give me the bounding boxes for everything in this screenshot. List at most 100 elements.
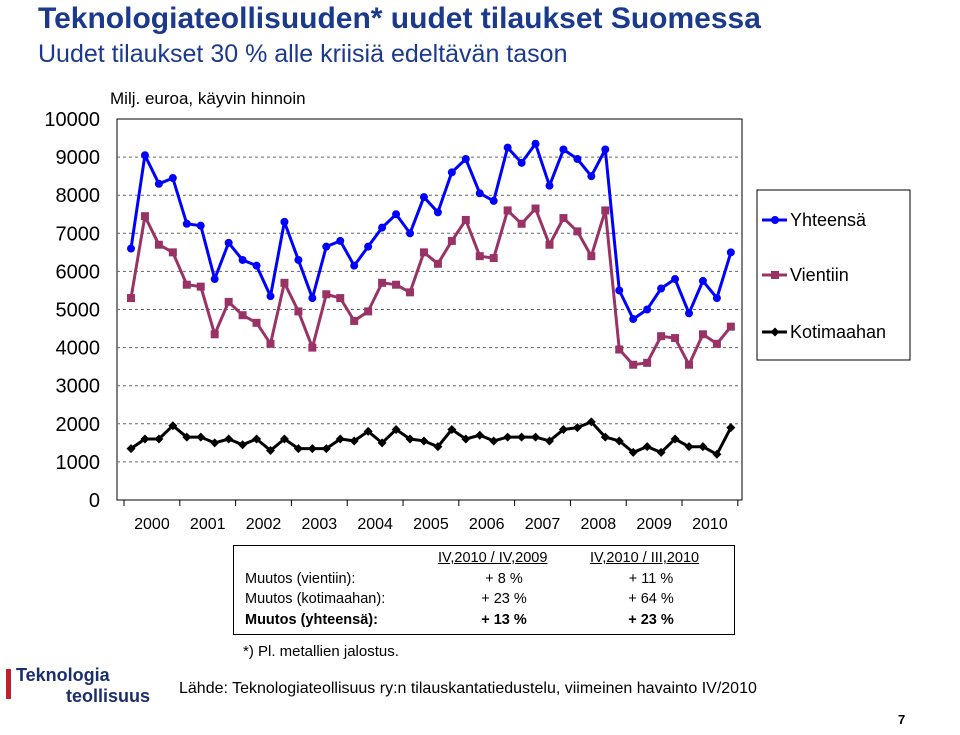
data-point [392, 280, 401, 289]
data-point [350, 261, 359, 270]
legend-label: Kotimaahan [790, 322, 886, 342]
data-point [224, 434, 234, 444]
row-value-vientiin-c1: + 8 % [485, 571, 523, 587]
data-point [698, 276, 707, 285]
data-point [461, 215, 470, 224]
data-point [503, 432, 513, 442]
source-note: Lähde: Teknologiateollisuus ry:n tilausk… [179, 680, 757, 697]
data-point [433, 208, 442, 217]
data-point [475, 430, 485, 440]
y-tick-label: 8000 [56, 185, 101, 207]
data-point [489, 254, 498, 263]
x-tick-label: 2007 [525, 516, 561, 533]
data-point [671, 334, 680, 343]
y-tick-label: 6000 [56, 261, 101, 283]
data-point [545, 436, 554, 446]
data-point [126, 444, 136, 454]
data-point [586, 417, 596, 427]
row-value-vientiin-c2: + 11 % [628, 571, 674, 587]
data-point [657, 284, 666, 293]
data-point [558, 425, 568, 435]
data-point [698, 330, 707, 339]
legend-item-kotimaahan: Kotimaahan [762, 322, 886, 342]
data-point [364, 242, 373, 251]
data-point [475, 252, 484, 261]
data-point [447, 425, 457, 435]
data-point [573, 155, 582, 164]
data-point [419, 248, 428, 257]
x-tick-label: 2003 [302, 516, 338, 533]
data-point [572, 423, 582, 433]
data-point [601, 206, 610, 215]
unit-label: Milj. euroa, käyvin hinnoin [110, 89, 306, 108]
data-point [461, 434, 471, 444]
data-point [712, 339, 721, 348]
data-point [712, 449, 722, 459]
data-point [657, 332, 666, 341]
data-point [685, 360, 693, 369]
data-point [489, 196, 498, 205]
data-point [378, 278, 387, 287]
data-point [336, 236, 345, 245]
data-point [489, 436, 499, 446]
data-point [614, 436, 624, 446]
data-point [517, 219, 526, 228]
data-point [684, 442, 694, 452]
data-point [252, 318, 261, 327]
data-point [140, 212, 149, 221]
data-point [670, 434, 680, 444]
data-point [615, 286, 624, 295]
legend-item-yhteensä: Yhteensä [762, 210, 867, 230]
data-point [127, 294, 135, 303]
footnote: *) Pl. metallien jalostus. [243, 643, 399, 660]
data-point [517, 158, 526, 167]
data-point [279, 434, 289, 444]
data-point [196, 221, 205, 230]
data-point [643, 305, 652, 314]
legend-marker [770, 327, 780, 337]
legend-marker [771, 271, 779, 279]
data-point [392, 210, 401, 219]
data-point [503, 206, 512, 215]
data-point [545, 240, 554, 249]
data-point [377, 438, 387, 448]
legend-marker [771, 216, 779, 224]
data-point [406, 288, 414, 297]
x-tick-label: 2001 [190, 516, 226, 533]
data-point [154, 240, 163, 249]
x-tick-label: 2009 [636, 516, 672, 533]
page-number: 7 [898, 712, 906, 727]
y-tick-label: 0 [89, 490, 100, 512]
data-point [238, 311, 247, 320]
legend-label: Vientiin [790, 265, 849, 285]
data-point [643, 358, 652, 367]
data-point [503, 143, 512, 152]
data-point [656, 447, 666, 457]
data-point [294, 307, 303, 316]
data-point [154, 179, 163, 188]
data-point [210, 438, 220, 448]
x-tick-label: 2008 [581, 516, 617, 533]
data-point [127, 244, 135, 253]
data-point [280, 217, 289, 226]
data-point [168, 421, 178, 431]
data-point [307, 444, 317, 454]
data-point [280, 278, 289, 287]
data-point [712, 294, 721, 303]
data-point [140, 151, 149, 160]
x-tick-label: 2010 [692, 516, 728, 533]
logo-line1: Teknologia [16, 665, 111, 685]
data-point [587, 172, 596, 181]
data-point [322, 290, 331, 299]
page-subtitle: Uudet tilaukset 30 % alle kriisiä edeltä… [38, 40, 568, 68]
series-vientiin [127, 204, 735, 369]
data-point [140, 434, 150, 444]
data-point [531, 204, 540, 213]
data-point [224, 297, 233, 306]
logo-line2: teollisuus [66, 686, 150, 706]
data-point [587, 252, 596, 261]
col1-header: IV,2010 / IV,2009 [438, 550, 548, 566]
changes-table: IV,2010 / IV,2009 IV,2010 / III,2010 Muu… [233, 545, 735, 635]
data-point [182, 219, 191, 228]
x-tick-label: 2004 [357, 516, 393, 533]
